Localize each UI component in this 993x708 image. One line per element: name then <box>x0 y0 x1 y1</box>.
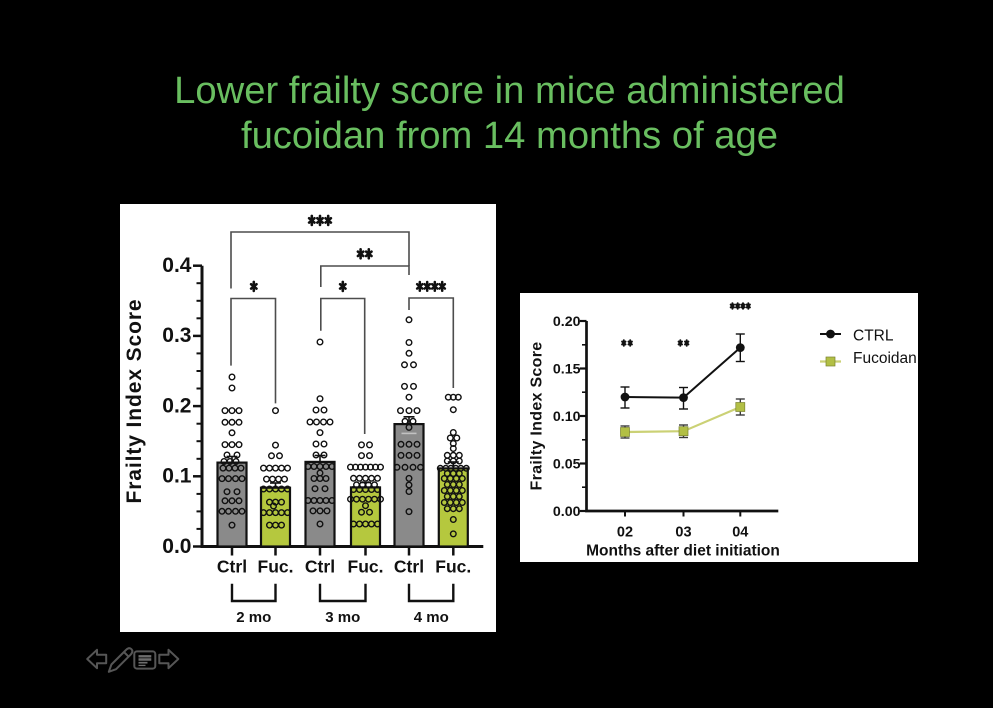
svg-text:Ctrl: Ctrl <box>305 556 335 576</box>
svg-text:Fuc.: Fuc. <box>435 556 471 576</box>
svg-text:4 mo: 4 mo <box>414 609 449 626</box>
svg-text:0.2: 0.2 <box>162 394 191 417</box>
svg-text:0.4: 0.4 <box>162 254 192 277</box>
svg-text:Months after diet initiation: Months after diet initiation <box>586 543 780 560</box>
svg-text:0.15: 0.15 <box>553 362 581 378</box>
svg-text:04: 04 <box>732 525 748 541</box>
svg-text:02: 02 <box>617 525 633 541</box>
svg-text:Fuc.: Fuc. <box>348 556 384 576</box>
svg-text:0.00: 0.00 <box>553 504 581 520</box>
svg-text:0.10: 0.10 <box>553 409 581 425</box>
svg-text:Frailty Index Score: Frailty Index Score <box>123 298 146 503</box>
svg-text:0.05: 0.05 <box>553 457 581 473</box>
svg-text:Frailty Index Score: Frailty Index Score <box>529 342 546 491</box>
svg-text:0.20: 0.20 <box>553 314 581 330</box>
svg-text:0.3: 0.3 <box>162 324 191 347</box>
svg-text:Ctrl: Ctrl <box>394 556 424 576</box>
svg-text:Fuc.: Fuc. <box>258 556 294 576</box>
svg-text:3 mo: 3 mo <box>325 609 360 626</box>
svg-text:Ctrl: Ctrl <box>217 556 247 576</box>
svg-text:2 mo: 2 mo <box>236 609 271 626</box>
svg-text:CTRL: CTRL <box>853 328 894 345</box>
svg-text:0.1: 0.1 <box>162 465 192 488</box>
svg-text:Fucoidan: Fucoidan <box>853 350 917 367</box>
svg-text:03: 03 <box>675 525 691 541</box>
svg-text:0.0: 0.0 <box>162 535 191 558</box>
